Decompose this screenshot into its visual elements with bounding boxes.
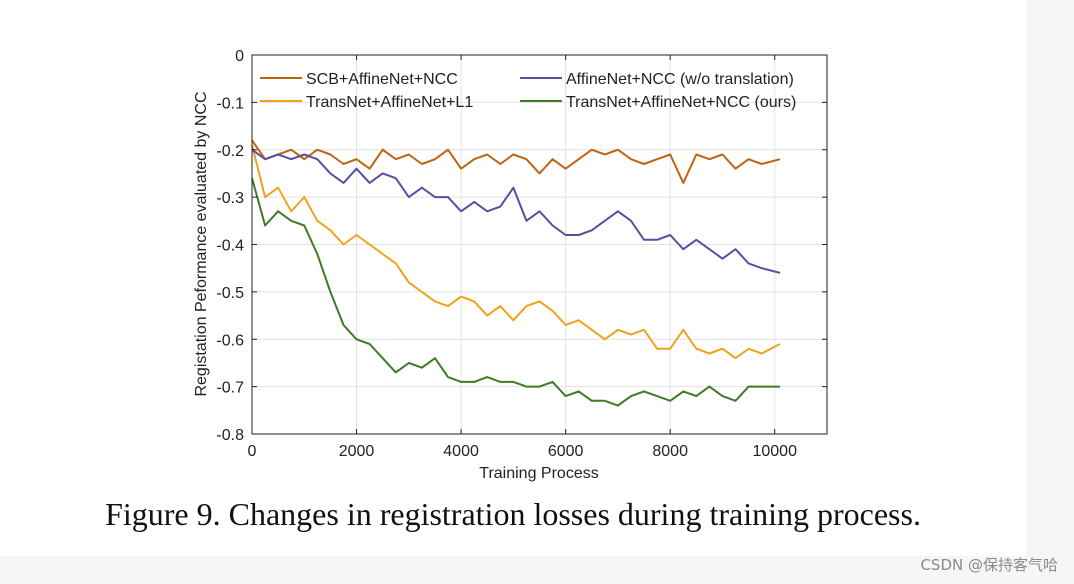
x-tick-label: 8000	[652, 443, 688, 460]
y-tick-label: 0	[235, 48, 244, 65]
y-tick-label: -0.1	[216, 95, 244, 112]
figure-card: 0 2000 4000 6000 8000 10000 0 -0.1 -0.2 -0.3 -0.4 -…	[105, 48, 921, 532]
ticks: 0 2000 4000 6000 8000 10000 0 -0.1 -0.2 -0.3 -0.4 -…	[216, 48, 827, 460]
figure-caption: Figure 9. Changes in registration losses…	[105, 496, 921, 532]
y-tick-label: -0.8	[216, 427, 244, 444]
x-tick-label: 4000	[443, 443, 479, 460]
y-tick-label: -0.5	[216, 285, 244, 302]
x-tick-label: 2000	[339, 443, 375, 460]
legend-label: AffineNet+NCC (w/o translation)	[566, 71, 794, 88]
watermark: CSDN @保持客气哈	[920, 556, 1058, 574]
series-line	[251, 144, 781, 360]
y-tick-label: -0.3	[216, 190, 244, 207]
y-tick-label: -0.4	[216, 238, 244, 255]
y-tick-label: -0.2	[216, 143, 244, 160]
legend: SCB+AffineNet+NCC TransNet+AffineNet+L1 Af…	[260, 71, 796, 111]
legend-label: SCB+AffineNet+NCC	[306, 71, 458, 88]
line-chart: 0 2000 4000 6000 8000 10000 0 -0.1 -0.2 -0.3 -0.4 -…	[193, 48, 828, 482]
y-axis-label: Registation Peformance evaluated by NCC	[193, 91, 210, 396]
x-tick-label: 10000	[752, 443, 797, 460]
x-axis-label: Training Process	[479, 465, 598, 482]
y-tick-label: -0.6	[216, 332, 244, 349]
series-line	[251, 139, 781, 184]
grid	[251, 54, 827, 435]
x-tick-label: 6000	[548, 443, 584, 460]
legend-label: TransNet+AffineNet+L1	[306, 94, 473, 111]
series-line	[251, 148, 781, 274]
series-line	[251, 177, 780, 407]
series-lines	[251, 139, 781, 407]
legend-label: TransNet+AffineNet+NCC (ours)	[566, 94, 796, 111]
y-tick-label: -0.7	[216, 380, 244, 397]
x-tick-label: 0	[248, 443, 257, 460]
